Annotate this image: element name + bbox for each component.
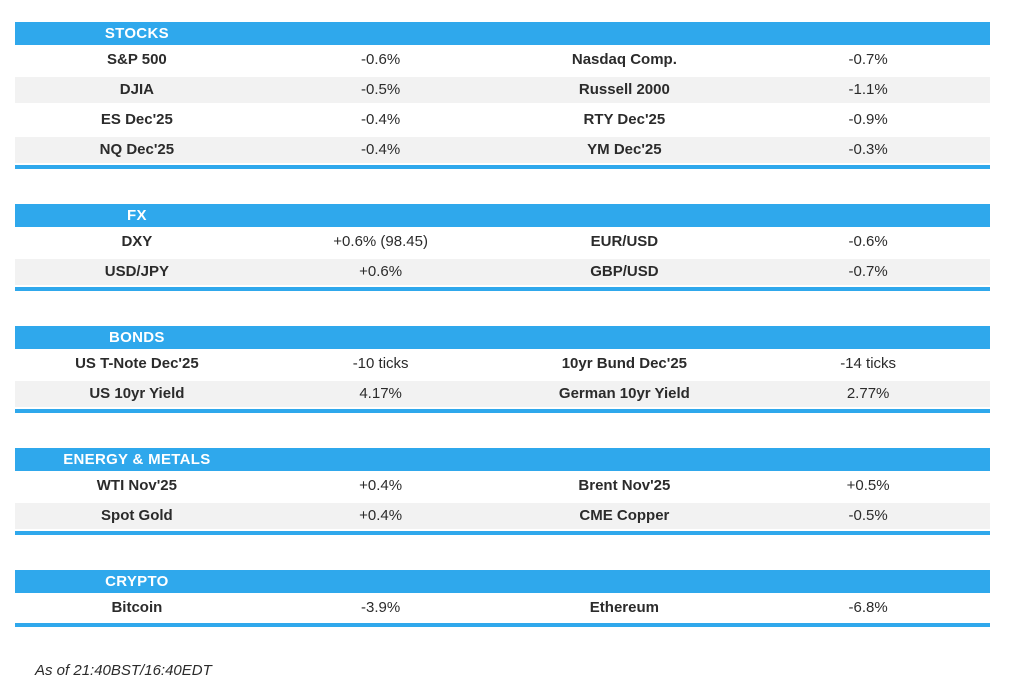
instrument-label: NQ Dec'25 [99,141,175,158]
section-title: STOCKS [104,25,169,42]
instrument-label: WTI Nov'25 [96,477,177,494]
change-value: -10 ticks [352,355,409,372]
change-value: -0.6% [361,51,401,68]
instrument-label: Spot Gold [101,507,173,524]
section-fx: FX DXY +0.6% (98.45) EUR/USD -0.6% USD/J… [15,204,990,291]
change-value: +0.6% [359,263,403,280]
section-bonds: BONDS US T-Note Dec'25 -10 ticks 10yr Bu… [15,326,990,413]
change-value: 2.77% [846,385,890,402]
instrument-label: US T-Note Dec'25 [75,355,199,372]
section-energy-metals: ENERGY & METALS WTI Nov'25 +0.4% Brent N… [15,448,990,535]
instrument-label: Russell 2000 [578,81,670,98]
instrument-label: DXY [121,233,153,250]
table-row: US T-Note Dec'25 -10 ticks 10yr Bund Dec… [15,349,990,379]
instrument-label: DJIA [119,81,154,98]
table-row: Bitcoin -3.9% Ethereum -6.8% [15,593,990,623]
change-value: -0.6% [848,233,888,250]
instrument-label: EUR/USD [590,233,659,250]
table-row: US 10yr Yield 4.17% German 10yr Yield 2.… [15,379,990,409]
change-value: -0.5% [361,81,401,98]
change-value: -1.1% [848,81,888,98]
table-row: USD/JPY +0.6% GBP/USD -0.7% [15,257,990,287]
change-value: -0.7% [848,51,888,68]
change-value: -3.9% [361,599,401,616]
section-header: CRYPTO [15,570,990,593]
section-title: ENERGY & METALS [63,451,211,468]
change-value: -0.4% [361,141,401,158]
change-value: +0.5% [846,477,890,494]
instrument-label: Nasdaq Comp. [571,51,677,68]
instrument-label: Bitcoin [111,599,163,616]
table-row: ES Dec'25 -0.4% RTY Dec'25 -0.9% [15,105,990,135]
change-value: +0.6% (98.45) [333,233,428,250]
change-value: +0.4% [359,477,403,494]
change-value: -14 ticks [840,355,897,372]
change-value: +0.4% [359,507,403,524]
instrument-label: GBP/USD [590,263,659,280]
table-row: DXY +0.6% (98.45) EUR/USD -0.6% [15,227,990,257]
section-title: BONDS [109,329,165,346]
section-header: BONDS [15,326,990,349]
section-crypto: CRYPTO Bitcoin -3.9% Ethereum -6.8% [15,570,990,627]
change-value: -0.5% [848,507,888,524]
section-title: CRYPTO [105,573,169,590]
section-header: ENERGY & METALS [15,448,990,471]
change-value: -0.4% [361,111,401,128]
instrument-label: S&P 500 [106,51,167,68]
instrument-label: Ethereum [589,599,659,616]
table-row: NQ Dec'25 -0.4% YM Dec'25 -0.3% [15,135,990,165]
instrument-label: Brent Nov'25 [578,477,671,494]
change-value: -0.3% [848,141,888,158]
table-row: S&P 500 -0.6% Nasdaq Comp. -0.7% [15,45,990,75]
change-value: 4.17% [359,385,402,402]
table-row: Spot Gold +0.4% CME Copper -0.5% [15,501,990,531]
instrument-label: US 10yr Yield [89,385,185,402]
change-value: -0.7% [848,263,888,280]
instrument-label: YM Dec'25 [587,141,662,158]
instrument-label: RTY Dec'25 [583,111,666,128]
instrument-label: ES Dec'25 [100,111,173,128]
section-header: STOCKS [15,22,990,45]
change-value: -6.8% [848,599,888,616]
section-title: FX [126,207,147,224]
section-stocks: STOCKS S&P 500 -0.6% Nasdaq Comp. -0.7% … [15,22,990,169]
instrument-label: 10yr Bund Dec'25 [561,355,688,372]
section-header: FX [15,204,990,227]
as-of-timestamp: As of 21:40BST/16:40EDT [35,662,212,679]
table-row: WTI Nov'25 +0.4% Brent Nov'25 +0.5% [15,471,990,501]
instrument-label: German 10yr Yield [558,385,690,402]
instrument-label: USD/JPY [104,263,169,280]
table-row: DJIA -0.5% Russell 2000 -1.1% [15,75,990,105]
change-value: -0.9% [848,111,888,128]
instrument-label: CME Copper [579,507,670,524]
